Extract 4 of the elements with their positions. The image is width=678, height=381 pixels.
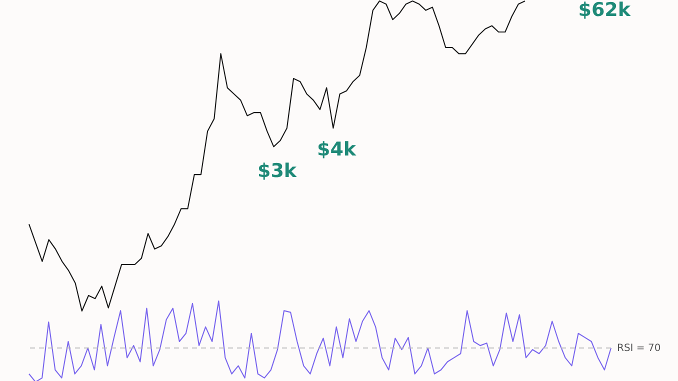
annotation: $3k	[257, 160, 297, 182]
text: $62k	[578, 0, 631, 21]
annotation: $4k	[316, 138, 356, 160]
text: RSI = 70	[617, 342, 661, 354]
